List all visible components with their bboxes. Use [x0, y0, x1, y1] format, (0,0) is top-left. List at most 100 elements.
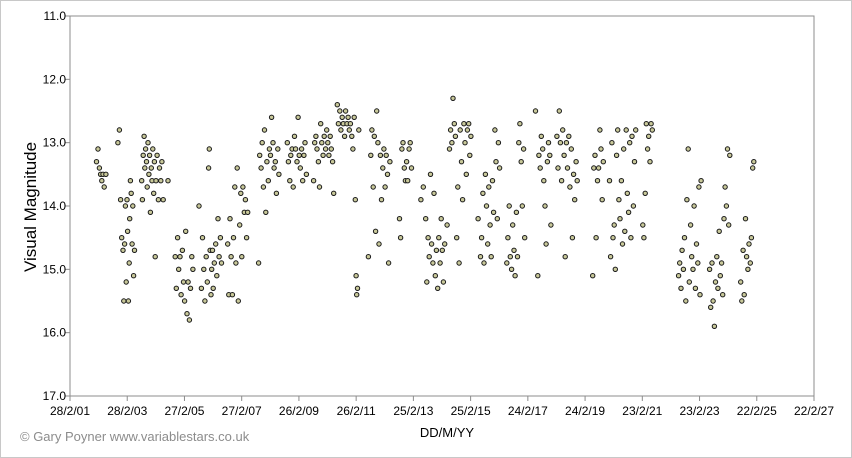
data-point	[520, 146, 527, 152]
data-point	[542, 203, 548, 209]
y-tick-label: 13.0	[43, 136, 67, 150]
data-point	[697, 292, 703, 298]
data-point	[337, 108, 343, 114]
data-point	[99, 178, 105, 184]
data-point	[598, 146, 604, 152]
data-point	[116, 127, 123, 133]
data-point	[196, 203, 202, 209]
data-point	[748, 235, 755, 241]
data-point	[710, 298, 716, 304]
data-point	[130, 273, 137, 279]
data-point	[746, 241, 752, 247]
data-point	[151, 159, 158, 165]
data-point	[538, 133, 544, 140]
data-point	[205, 165, 212, 171]
data-point	[189, 254, 195, 260]
data-point	[335, 121, 342, 127]
data-point	[354, 285, 361, 291]
data-point	[271, 165, 277, 171]
data-point	[466, 121, 472, 127]
data-point	[345, 114, 351, 121]
data-point	[151, 190, 157, 197]
data-points	[93, 95, 757, 329]
data-point	[540, 146, 546, 152]
data-point	[680, 266, 687, 272]
data-point	[562, 254, 568, 260]
data-point	[451, 121, 457, 127]
data-point	[747, 260, 753, 266]
data-point	[315, 159, 322, 165]
data-point	[640, 222, 646, 228]
x-tick-label: 27/2/07	[222, 404, 262, 418]
data-point	[720, 292, 726, 298]
data-point	[722, 184, 728, 190]
data-point	[475, 216, 481, 222]
data-point	[160, 197, 166, 203]
data-point	[490, 209, 497, 216]
data-point	[295, 114, 301, 121]
data-point	[597, 127, 603, 133]
data-point	[709, 260, 715, 266]
data-point	[142, 165, 148, 171]
data-point	[145, 140, 151, 146]
data-point	[320, 152, 326, 159]
data-point	[275, 146, 281, 152]
data-point	[518, 159, 524, 165]
data-point	[430, 260, 436, 266]
data-point	[310, 178, 317, 184]
data-point	[686, 279, 692, 285]
data-point	[436, 235, 442, 241]
data-point	[642, 190, 648, 197]
data-point	[592, 152, 598, 159]
data-point	[751, 159, 757, 165]
data-point	[740, 247, 746, 254]
x-tick-label: 24/2/17	[508, 404, 548, 418]
data-point	[543, 241, 549, 247]
data-point	[243, 235, 250, 241]
x-tick-label: 22/2/25	[737, 404, 777, 418]
data-point	[122, 203, 129, 209]
data-point	[325, 140, 331, 146]
data-point	[493, 159, 499, 165]
data-point	[131, 247, 138, 254]
data-point	[599, 197, 605, 203]
data-point	[691, 203, 697, 209]
data-point	[210, 285, 216, 291]
data-point	[717, 273, 723, 279]
data-point	[492, 127, 498, 133]
data-point	[341, 133, 348, 140]
data-point	[514, 254, 521, 260]
data-point	[202, 298, 208, 304]
data-point	[238, 190, 244, 197]
data-point	[678, 285, 684, 291]
data-point	[350, 146, 356, 152]
data-point	[428, 241, 435, 247]
data-point	[130, 203, 136, 209]
data-point	[209, 247, 216, 254]
data-point	[681, 235, 688, 241]
data-point	[444, 222, 450, 228]
data-point	[354, 292, 360, 298]
data-point	[158, 178, 164, 184]
x-tick-label: 25/2/15	[451, 404, 491, 418]
data-point	[144, 184, 150, 190]
data-point	[462, 140, 468, 146]
data-point	[480, 190, 486, 197]
data-point	[127, 216, 133, 222]
data-point	[536, 152, 542, 159]
data-point	[644, 146, 651, 152]
data-point	[547, 152, 553, 159]
data-point	[314, 146, 320, 152]
data-point	[607, 254, 614, 260]
x-axis-title: DD/M/YY	[420, 425, 475, 440]
data-point	[152, 254, 158, 260]
data-point	[569, 235, 576, 241]
data-point	[381, 146, 387, 152]
data-point	[124, 197, 130, 203]
data-point	[146, 152, 153, 159]
data-point	[591, 165, 597, 171]
data-point	[715, 285, 721, 291]
data-point	[519, 203, 525, 209]
data-point	[629, 133, 635, 140]
